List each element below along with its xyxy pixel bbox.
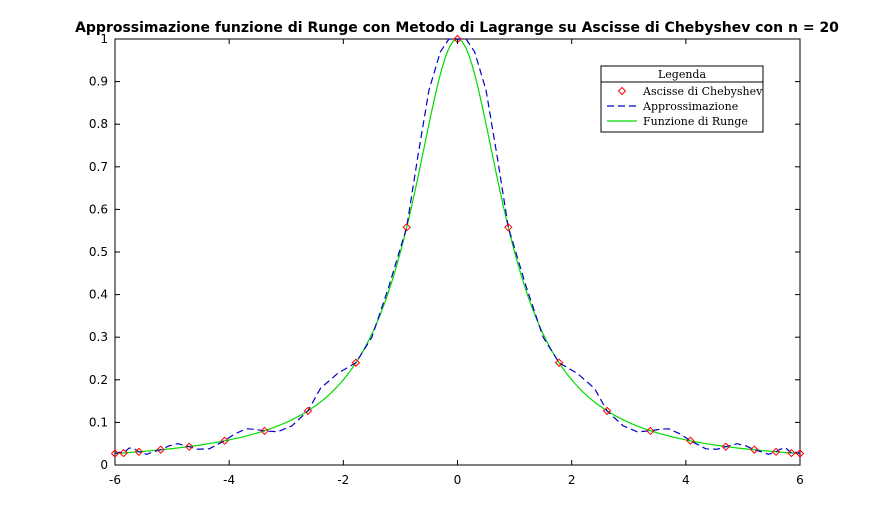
y-tick-label: 0.4 — [89, 288, 108, 302]
y-tick-label: 0.6 — [89, 202, 108, 216]
chebyshev-point — [220, 436, 229, 445]
chebyshev-point — [260, 426, 269, 436]
y-tick-label: 0.3 — [89, 330, 108, 344]
legend-swatch-marker — [617, 86, 627, 96]
y-tick-label: 0.1 — [89, 415, 108, 429]
chebyshev-point — [602, 406, 612, 416]
chebyshev-point — [119, 448, 128, 458]
legend-entry-label: Approssimazione — [642, 100, 738, 113]
chebyshev-point — [787, 448, 796, 458]
chart-title: Approssimazione funzione di Runge con Me… — [75, 20, 839, 36]
chebyshev-point — [646, 426, 655, 436]
y-tick-label: 0.8 — [89, 117, 108, 131]
y-tick-label: 0.9 — [89, 75, 108, 89]
x-tick-label: -6 — [109, 473, 121, 487]
chebyshev-point — [134, 447, 144, 457]
y-tick-label: 0.7 — [89, 160, 108, 174]
chebyshev-point — [554, 358, 564, 367]
y-tick-label: 0 — [100, 458, 108, 472]
y-tick-label: 0.5 — [89, 245, 108, 259]
x-tick-label: 6 — [796, 473, 804, 487]
chebyshev-point — [750, 445, 759, 454]
legend-title: Legenda — [658, 68, 706, 81]
legend: Legenda Ascisse di Chebyshev Approssimazio… — [600, 65, 764, 133]
x-tick-label: 0 — [454, 473, 462, 487]
x-tick-label: 2 — [568, 473, 576, 487]
x-tick-label: 4 — [682, 473, 690, 487]
chebyshev-point — [504, 223, 513, 232]
chebyshev-point — [185, 442, 194, 451]
chebyshev-point — [771, 447, 781, 457]
x-axis: -6 -4 -2 0 2 4 6 — [109, 39, 804, 487]
chebyshev-point — [686, 436, 695, 445]
x-tick-label: -4 — [223, 473, 235, 487]
x-tick-label: -2 — [337, 473, 349, 487]
chebyshev-point — [721, 442, 730, 451]
chebyshev-point — [351, 358, 361, 367]
chebyshev-point — [795, 449, 805, 458]
chebyshev-point — [156, 445, 165, 454]
legend-entry-label: Funzione di Runge — [643, 115, 748, 128]
chebyshev-point — [110, 449, 120, 458]
chebyshev-point — [402, 223, 411, 232]
y-tick-label: 0.2 — [89, 373, 108, 387]
chebyshev-point — [303, 406, 313, 416]
y-axis: 0 0.1 0.2 0.3 0.4 0.5 0.6 0.7 0.8 0.9 1 — [89, 32, 800, 472]
y-tick-label: 1 — [100, 32, 108, 46]
legend-entry-label: Ascisse di Chebyshev — [642, 85, 763, 98]
